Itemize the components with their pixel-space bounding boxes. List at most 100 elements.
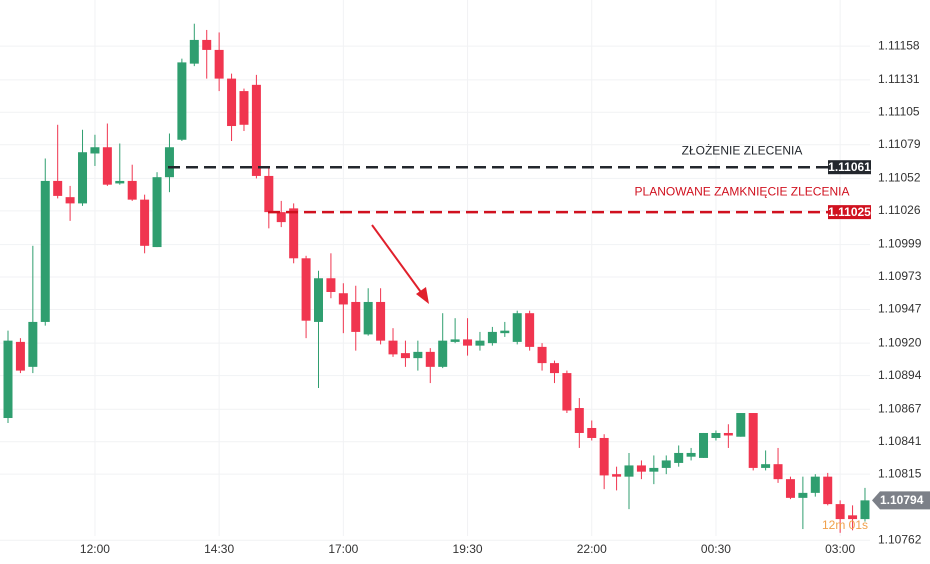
candle-body [574,408,584,433]
y-tick-label: 1.10815 [878,466,922,480]
countdown: 12m 01s [822,518,868,532]
x-tick-label: 14:30 [204,542,234,556]
candle-body [661,460,671,468]
candle-body [314,278,323,322]
y-tick-label: 1.10973 [878,269,922,283]
candle-body [3,340,13,419]
candle-body [860,500,870,520]
candle-body [686,452,696,457]
candle-body [189,39,199,64]
candle-body [28,321,38,367]
candle-body [512,313,522,342]
candle-body [276,212,286,223]
candle-body [127,180,137,200]
overlay: ZŁOŻENIE ZLECENIA 1.11061 PLANOWANE ZAMKNI… [168,143,930,532]
candle-body [351,301,361,332]
y-tick-label: 1.11052 [878,171,921,185]
candle-body [810,476,820,493]
y-tick-label: 1.11131 [878,72,920,86]
candle-body [612,474,622,477]
candle-body [239,91,249,125]
candle-body [761,464,771,468]
current-price-label: 1.10794 [880,493,924,507]
y-tick-label: 1.11158 [878,38,920,52]
candle-body [326,278,336,292]
candle-body [425,351,435,367]
candle-body [289,208,299,259]
candle-body [636,465,646,472]
candle-body [562,373,572,411]
candle-body [413,351,423,359]
y-tick-label: 1.10999 [878,237,922,251]
candle-body [525,313,535,347]
candle-body [214,49,224,79]
candle-body [251,84,261,176]
y-tick-label: 1.10947 [878,302,922,316]
candle-body [363,301,373,335]
candle-body [823,476,833,505]
current-price-box [872,491,930,510]
candle-body [376,301,386,341]
candle-body [53,180,63,196]
y-tick-label: 1.11105 [878,104,920,118]
candle-body [649,467,659,472]
candle-body [301,258,311,321]
price-label-box [828,205,871,220]
y-tick-label: 1.10762 [878,532,922,546]
candle-body [773,464,783,480]
candle-body [748,413,758,468]
candle-body [140,199,150,246]
candle-body [115,180,125,184]
y-tick-label: 1.11026 [878,203,921,217]
candle-body [90,147,100,154]
candle-body [798,492,808,498]
candle-body [848,515,858,520]
price-label-box [828,160,871,175]
y-tick-label: 1.11079 [878,137,921,151]
candle-body [227,78,237,127]
candle-body [835,504,845,520]
candle-body [624,465,634,477]
y-tick-label: 1.10920 [878,335,922,349]
order-line-label: PLANOWANE ZAMKNIĘCIE ZLECENIA [635,184,850,198]
candle-body [785,479,795,498]
x-tick-label: 19:30 [453,542,483,556]
y-tick-label: 1.10867 [878,401,922,415]
x-tick-label: 03:00 [825,542,855,556]
candle-body [264,175,274,213]
candle-body [78,152,88,204]
candle-body [400,353,410,359]
candle-body [450,339,460,342]
candle-body [723,432,733,436]
candle-body [15,341,25,371]
candle-body [711,432,721,438]
candle-body [177,62,187,140]
candle-body [102,147,112,185]
candles [3,23,870,533]
candle-body [438,340,448,367]
candle-body [65,197,75,204]
y-tick-label: 1.10894 [878,368,922,382]
y-tick-label: 1.10841 [878,434,922,448]
candle-body [674,452,684,463]
x-tick-label: 12:00 [80,542,110,556]
x-tick-label: 22:00 [577,542,607,556]
x-tick-label: 17:00 [328,542,358,556]
candle-body [537,346,547,364]
candle-body [487,331,497,344]
candle-body [500,330,510,334]
x-tick-label: 00:30 [701,542,731,556]
candle-body [40,180,50,322]
candle-body [338,293,348,305]
candle-body [202,39,212,50]
candle-body [587,427,597,438]
candle-body [475,340,485,346]
price-label: 1.11061 [828,160,871,174]
trend-arrow [371,224,429,304]
order-line-label: ZŁOŻENIE ZLECENIA [682,143,803,157]
grid: 1.11158 1.11131 1.11105 1.11079 1.11052 1.110… [0,0,922,556]
candle-body [152,177,162,248]
candle-body [699,432,709,458]
candle-body [388,340,398,355]
